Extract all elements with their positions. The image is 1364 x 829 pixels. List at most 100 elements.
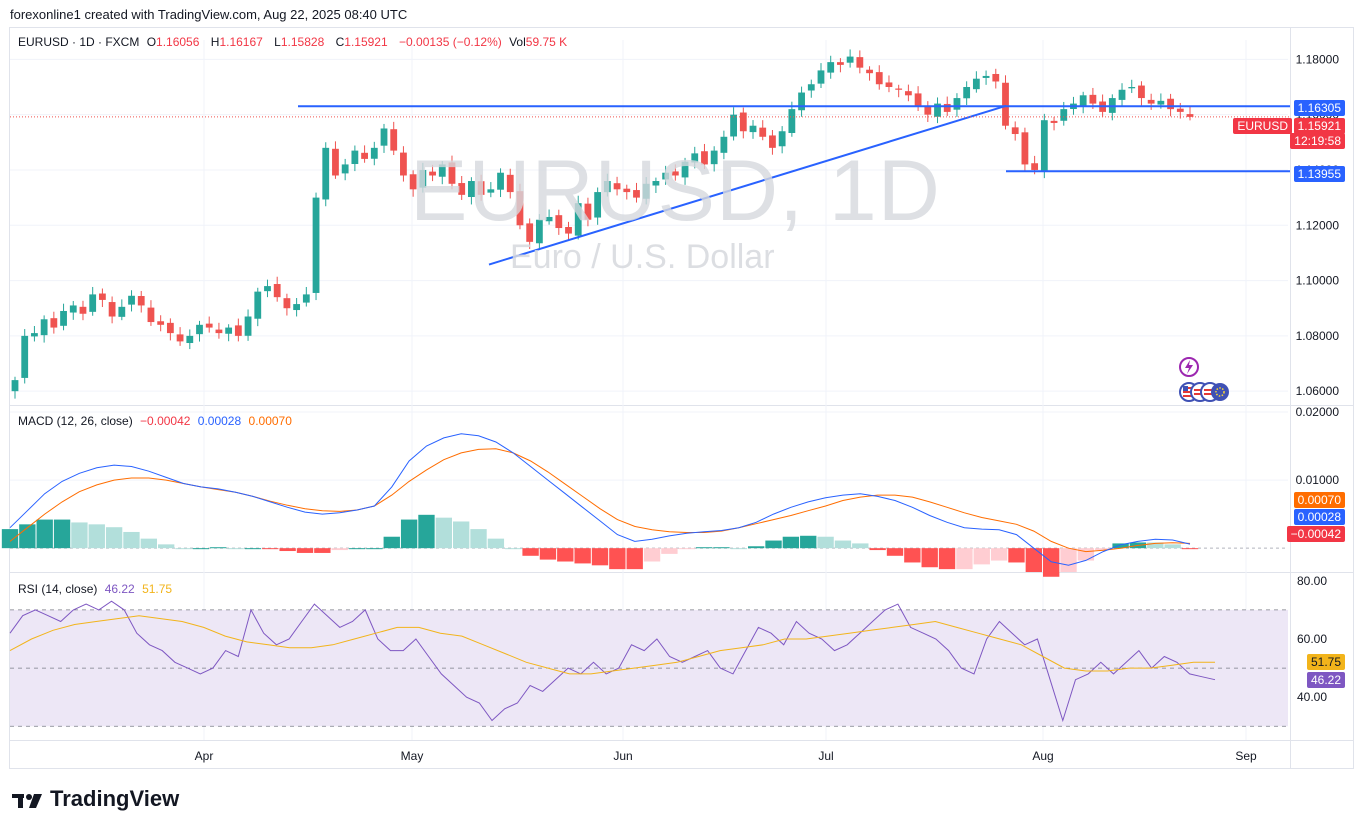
candle-body <box>98 293 106 300</box>
macd-legend[interactable]: MACD (12, 26, close) −0.00042 0.00028 0.… <box>18 414 296 428</box>
macd-hist-bar <box>158 544 175 549</box>
macd-hist-bar <box>938 548 956 570</box>
candle-body <box>438 164 446 177</box>
candle-body <box>21 335 29 378</box>
candle-body <box>574 203 582 236</box>
macd-hist-bar <box>279 548 296 552</box>
macd-hist-bar <box>1164 544 1181 549</box>
candle-body <box>497 172 504 190</box>
price-tick-label: 1.08000 <box>1296 329 1340 343</box>
macd-hist-bar <box>973 548 990 565</box>
candle-body <box>788 109 796 133</box>
macd-hist-bar <box>834 540 852 549</box>
macd-label[interactable]: MACD (12, 26, close) <box>18 414 133 428</box>
candle-body <box>904 91 912 96</box>
attribution-text: forexonline1 created with TradingView.co… <box>10 7 408 22</box>
candle-body <box>1118 89 1126 100</box>
candle-body <box>895 88 903 90</box>
candle-body <box>128 295 135 305</box>
macd-hist-bar <box>262 548 279 550</box>
macd-hist-bar <box>36 519 53 549</box>
candle-body <box>487 189 495 193</box>
time-tick-label: Apr <box>195 749 214 763</box>
candle-body <box>594 192 602 218</box>
candle-body <box>827 62 835 73</box>
candle-body <box>1050 120 1058 123</box>
candle-body <box>196 324 203 335</box>
lightning-icon[interactable] <box>1179 357 1199 377</box>
tradingview-logo-icon <box>12 790 44 808</box>
macd-panel: 0.02000 0.01000 <box>1 405 1339 577</box>
candle-body <box>429 171 436 176</box>
candle-body <box>623 188 631 193</box>
low-value: 1.15828 <box>280 35 325 49</box>
candle-body <box>759 127 767 137</box>
candle-body <box>108 302 116 317</box>
trendline <box>488 104 1007 266</box>
candle-body <box>1176 108 1184 112</box>
macd-hist-bar <box>817 536 834 549</box>
level-high-tag[interactable]: 1.16305 <box>1293 100 1345 116</box>
event-icons[interactable] <box>1178 356 1230 409</box>
rsi-value-tag: 46.22 <box>1306 672 1345 688</box>
level-low-tag[interactable]: 1.13955 <box>1293 166 1345 182</box>
candle-body <box>1147 99 1155 104</box>
rsi-ma-value: 51.75 <box>142 582 173 596</box>
candle-body <box>633 190 640 198</box>
macd-hist-bar <box>296 548 314 553</box>
candle-body <box>885 82 893 88</box>
candle-body <box>1157 100 1165 105</box>
ohlc-legend[interactable]: EURUSD · 1D · FXCM O1.16056 H1.16167 L1.… <box>18 35 575 49</box>
macd-signal-line <box>9 448 1191 553</box>
candle-body <box>302 294 310 303</box>
price-tick-label: 1.18000 <box>1296 52 1340 66</box>
macd-hist-bar <box>366 548 383 550</box>
volume-value: 59.75 K <box>525 35 568 49</box>
candle-body <box>924 105 932 115</box>
macd-line-value: 0.00028 <box>197 414 242 428</box>
macd-hist-bar <box>800 535 817 549</box>
tradingview-logo[interactable]: TradingView <box>12 786 179 812</box>
candle-body <box>866 69 873 74</box>
candle-body <box>69 305 77 313</box>
candle-body <box>205 323 213 328</box>
macd-hist-bar <box>730 548 747 550</box>
candle-body <box>157 321 165 325</box>
rsi-tick-label: 60.00 <box>1297 632 1327 646</box>
candle-body <box>943 103 951 112</box>
candle-body <box>137 296 145 306</box>
time-tick-label: Jul <box>818 749 833 763</box>
price-tick-label: 1.12000 <box>1296 218 1340 232</box>
candle-body <box>1167 98 1174 110</box>
eu-flag-icon-2[interactable] <box>1211 383 1229 401</box>
rsi-value: 46.22 <box>104 582 135 596</box>
macd-signal-tag: 0.00070 <box>1293 492 1345 508</box>
macd-hist-bar <box>1 529 19 549</box>
rsi-tick-label: 80.00 <box>1297 574 1327 588</box>
candle-body <box>817 70 825 84</box>
candle-body <box>31 333 38 337</box>
candle-body <box>1002 82 1009 126</box>
candle-body <box>730 114 737 137</box>
candle-body <box>215 329 223 334</box>
candle-body <box>934 103 941 117</box>
time-tick-label: Jun <box>613 749 632 763</box>
macd-hist-bar <box>522 548 539 556</box>
candles <box>11 49 1194 399</box>
macd-hist-bar <box>348 548 366 550</box>
rsi-legend[interactable]: RSI (14, close) 46.22 51.75 <box>18 582 176 596</box>
candle-body <box>720 136 728 153</box>
time-tick-label: Sep <box>1235 749 1257 763</box>
macd-hist-bar <box>1147 542 1164 549</box>
symbol-label[interactable]: EURUSD · 1D · FXCM <box>18 35 140 49</box>
macd-hist-bar <box>626 548 643 570</box>
macd-hist-bar <box>765 540 782 549</box>
candle-body <box>409 174 417 190</box>
macd-hist-bar <box>1025 548 1042 572</box>
candle-body <box>332 148 339 176</box>
macd-line-tag: 0.00028 <box>1293 509 1345 525</box>
macd-hist-bar <box>1008 548 1025 563</box>
macd-hist-bar <box>869 548 886 551</box>
rsi-label[interactable]: RSI (14, close) <box>18 582 98 596</box>
candle-body <box>963 87 971 99</box>
